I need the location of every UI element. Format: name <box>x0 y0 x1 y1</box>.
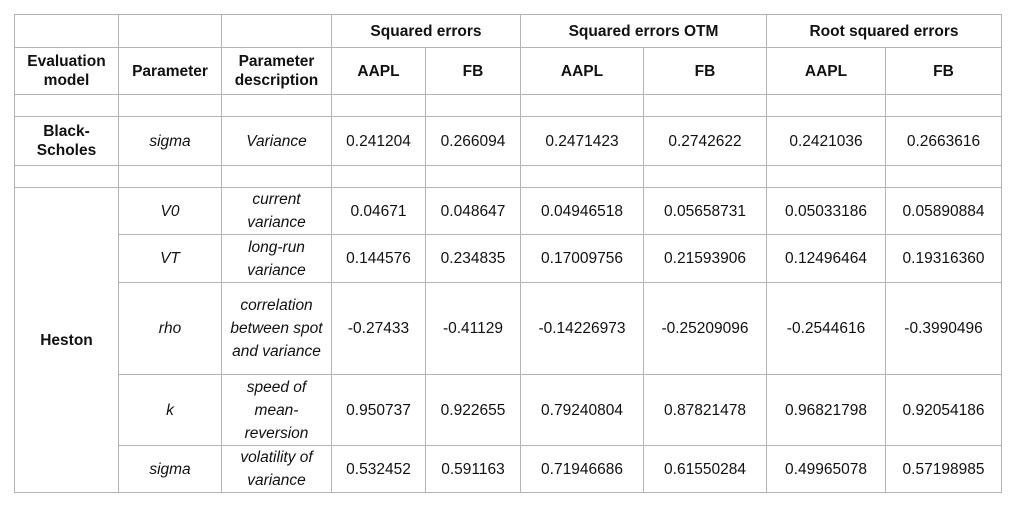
value-cell: 0.05658731 <box>643 187 767 235</box>
spacer-cell <box>221 165 332 188</box>
value-cell: 0.92054186 <box>885 374 1002 446</box>
group-header-squared-errors-otm: Squared errors OTM <box>520 14 767 48</box>
param-name: rho <box>118 282 222 375</box>
value-cell: 0.49965078 <box>766 445 886 493</box>
value-cell: 0.2471423 <box>520 116 644 166</box>
spacer-row <box>14 94 1002 117</box>
header-stock-fb: FB <box>425 47 521 95</box>
param-description: Variance <box>221 116 332 166</box>
value-cell: 0.591163 <box>425 445 521 493</box>
value-cell: 0.144576 <box>331 234 426 283</box>
value-cell: -0.25209096 <box>643 282 767 375</box>
param-description: long-run variance <box>221 234 332 283</box>
table-row: rho correlation between spot and varianc… <box>15 282 1002 375</box>
param-name: sigma <box>118 445 222 493</box>
value-cell: -0.3990496 <box>885 282 1002 375</box>
model-heston: Heston <box>14 187 119 493</box>
param-description: volatility of variance <box>221 445 332 493</box>
header-stock-aapl: AAPL <box>766 47 886 95</box>
value-cell: 0.04671 <box>331 187 426 235</box>
value-cell: 0.234835 <box>425 234 521 283</box>
header-stock-fb: FB <box>885 47 1002 95</box>
spacer-cell <box>885 165 1002 188</box>
table-row: Heston V0 current variance 0.04671 0.048… <box>14 187 1002 493</box>
model-black-scholes: Black-Scholes <box>14 116 119 166</box>
spacer-cell <box>221 94 332 117</box>
spacer-cell <box>643 165 767 188</box>
value-cell: 0.79240804 <box>520 374 644 446</box>
param-name: k <box>118 374 222 446</box>
value-cell: -0.41129 <box>425 282 521 375</box>
table-row: Black-Scholes sigma Variance 0.241204 0.… <box>14 116 1002 166</box>
group-header-root-squared-errors: Root squared errors <box>766 14 1002 48</box>
header-blank-cell <box>221 14 332 48</box>
header-row: Evaluation model Parameter Parameter des… <box>14 47 1002 95</box>
spacer-cell <box>14 165 119 188</box>
value-cell: 0.241204 <box>331 116 426 166</box>
header-group-row: Squared errors Squared errors OTM Root s… <box>14 14 1002 48</box>
value-cell: 0.17009756 <box>520 234 644 283</box>
value-cell: 0.2742622 <box>643 116 767 166</box>
value-cell: 0.2421036 <box>766 116 886 166</box>
header-evaluation-model: Evaluation model <box>14 47 119 95</box>
header-blank-cell <box>14 14 119 48</box>
param-name: V0 <box>118 187 222 235</box>
header-stock-aapl: AAPL <box>331 47 426 95</box>
spacer-cell <box>425 165 521 188</box>
param-description: current variance <box>221 187 332 235</box>
value-cell: -0.27433 <box>331 282 426 375</box>
value-cell: 0.04946518 <box>520 187 644 235</box>
spacer-cell <box>766 165 886 188</box>
header-blank-cell <box>118 14 222 48</box>
param-description: speed of mean-reversion <box>221 374 332 446</box>
param-name: sigma <box>118 116 222 166</box>
table-row: sigma volatility of variance 0.532452 0.… <box>15 445 1002 493</box>
value-cell: 0.266094 <box>425 116 521 166</box>
value-cell: -0.14226973 <box>520 282 644 375</box>
value-cell: 0.96821798 <box>766 374 886 446</box>
spacer-row <box>14 165 1002 188</box>
spacer-cell <box>766 94 886 117</box>
header-parameter: Parameter <box>118 47 222 95</box>
value-cell: 0.57198985 <box>885 445 1002 493</box>
value-cell: 0.05033186 <box>766 187 886 235</box>
spacer-cell <box>643 94 767 117</box>
value-cell: 0.21593906 <box>643 234 767 283</box>
value-cell: 0.19316360 <box>885 234 1002 283</box>
value-cell: -0.2544616 <box>766 282 886 375</box>
spacer-cell <box>885 94 1002 117</box>
value-cell: 0.2663616 <box>885 116 1002 166</box>
value-cell: 0.05890884 <box>885 187 1002 235</box>
group-header-squared-errors: Squared errors <box>331 14 521 48</box>
value-cell: 0.950737 <box>331 374 426 446</box>
param-description: correlation between spot and variance <box>221 282 332 375</box>
spacer-cell <box>118 165 222 188</box>
header-parameter-description: Parameter description <box>221 47 332 95</box>
spacer-cell <box>520 165 644 188</box>
header-stock-fb: FB <box>643 47 767 95</box>
spacer-cell <box>331 94 426 117</box>
value-cell: 0.61550284 <box>643 445 767 493</box>
spacer-cell <box>425 94 521 117</box>
parameter-estimates-table: Squared errors Squared errors OTM Root s… <box>14 14 1002 493</box>
value-cell: 0.12496464 <box>766 234 886 283</box>
table-row: VT long-run variance 0.144576 0.234835 0… <box>15 234 1002 283</box>
value-cell: 0.048647 <box>425 187 521 235</box>
value-cell: 0.532452 <box>331 445 426 493</box>
spacer-cell <box>331 165 426 188</box>
header-stock-aapl: AAPL <box>520 47 644 95</box>
spacer-cell <box>520 94 644 117</box>
spacer-cell <box>14 94 119 117</box>
value-cell: 0.87821478 <box>643 374 767 446</box>
value-cell: 0.71946686 <box>520 445 644 493</box>
param-name: VT <box>118 234 222 283</box>
spacer-cell <box>118 94 222 117</box>
value-cell: 0.922655 <box>425 374 521 446</box>
table-row: k speed of mean-reversion 0.950737 0.922… <box>15 374 1002 446</box>
